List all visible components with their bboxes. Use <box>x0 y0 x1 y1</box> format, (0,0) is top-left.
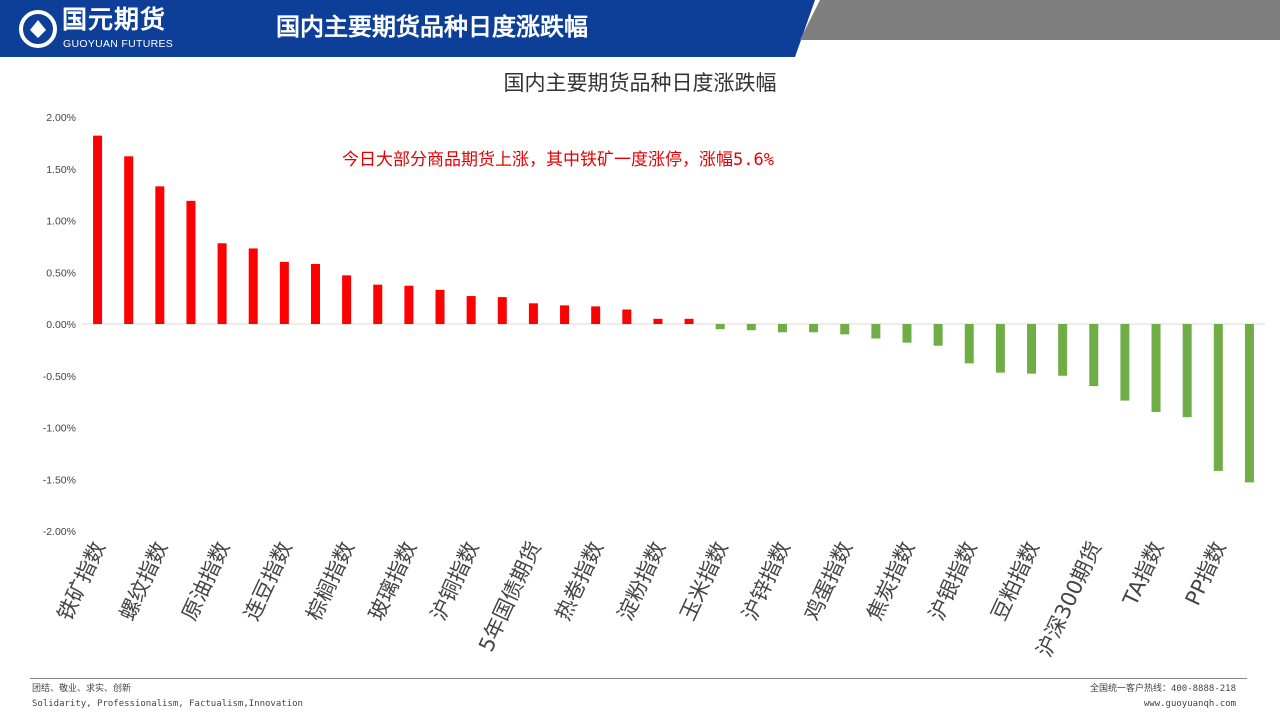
bar <box>1151 324 1161 412</box>
x-tick-label: 鸡蛋指数 <box>800 538 857 624</box>
bar <box>1213 324 1223 471</box>
bar <box>902 324 912 343</box>
logo-text-cn: 国元期货 <box>62 5 167 34</box>
bar <box>93 135 103 324</box>
footer-divider <box>30 678 1247 679</box>
chart-title: 国内主要期货品种日度涨跌幅 <box>503 71 777 95</box>
x-tick-label: 沪深300期货 <box>1032 538 1106 661</box>
x-tick-label: 铁矿指数 <box>53 538 110 624</box>
x-tick-label: 棕榈指数 <box>302 538 359 624</box>
bar <box>777 324 787 333</box>
bar <box>497 297 507 324</box>
x-tick-label: 连豆指数 <box>240 538 297 624</box>
bar <box>217 243 227 324</box>
x-tick-label: 豆粕指数 <box>987 538 1044 624</box>
bar <box>373 284 383 324</box>
bar <box>435 289 445 324</box>
x-tick-label: 焦炭指数 <box>862 538 919 624</box>
x-tick-label: 淀粉指数 <box>613 538 670 624</box>
bar <box>528 303 538 324</box>
x-tick-label: 沪锌指数 <box>738 538 795 624</box>
y-tick-label: 2.00% <box>46 112 76 124</box>
chart-annotation: 今日大部分商品期货上涨，其中铁矿一度涨停，涨幅5.6% <box>342 150 774 170</box>
bar <box>248 248 258 324</box>
y-tick-label: -1.50% <box>43 474 76 486</box>
x-tick-label: TA指数 <box>1118 538 1169 610</box>
logo-text-en: GUOYUAN FUTURES <box>63 38 174 50</box>
bar <box>560 305 570 324</box>
x-tick-label: PP指数 <box>1181 538 1231 609</box>
bar <box>933 324 943 346</box>
bar <box>746 324 756 331</box>
bar <box>840 324 850 335</box>
x-tick-label: 沪银指数 <box>925 538 982 624</box>
x-tick-label: 玉米指数 <box>675 538 732 624</box>
x-tick-label: 热卷指数 <box>551 538 608 624</box>
bar <box>1244 324 1254 483</box>
x-tick-label: 原油指数 <box>177 538 234 624</box>
bar <box>1089 324 1099 387</box>
footer-hotline: 全国统一客户热线：400-8888-218 <box>1089 684 1236 694</box>
bar <box>871 324 881 339</box>
x-tick-label: 螺纹指数 <box>115 538 172 624</box>
bar <box>155 186 165 324</box>
page-title: 国内主要期货品种日度涨跌幅 <box>276 13 588 41</box>
footer-motto-en: Solidarity, Professionalism, Factualism,… <box>32 699 303 709</box>
y-tick-label: 1.50% <box>46 164 76 176</box>
bar <box>404 285 414 324</box>
header-banner <box>0 0 1280 57</box>
bar <box>684 318 694 324</box>
footer-motto-cn: 团结、敬业、求实、创新 <box>32 684 132 694</box>
x-tick-label: 5年国债期货 <box>474 538 546 655</box>
y-tick-label: -1.00% <box>43 423 76 435</box>
bar <box>591 306 601 324</box>
bar-chart: 2.00% 1.50% 1.00% 0.50% 0.00% -0.50% -1.00% -1.… <box>43 112 1265 661</box>
bar <box>995 324 1005 373</box>
y-tick-label: -0.50% <box>43 371 76 383</box>
bar <box>809 324 819 333</box>
bar <box>310 263 320 324</box>
bar <box>1120 324 1130 401</box>
footer-website: www.guoyuanqh.com <box>1143 699 1236 709</box>
y-tick-label: 1.00% <box>46 216 76 228</box>
bar <box>342 275 352 324</box>
bar <box>186 200 196 324</box>
bar <box>1182 324 1192 418</box>
bar <box>622 309 632 324</box>
bar <box>466 296 476 324</box>
x-tick-label: 沪铜指数 <box>426 538 483 624</box>
bar <box>653 318 663 324</box>
bar <box>1058 324 1068 376</box>
y-tick-label: 0.00% <box>46 319 76 331</box>
bar <box>124 156 134 324</box>
bar <box>279 261 289 324</box>
y-tick-label: 0.50% <box>46 267 76 279</box>
bar <box>964 324 974 364</box>
logo-icon <box>19 10 57 48</box>
bar <box>1027 324 1037 374</box>
y-tick-label: -2.00% <box>43 526 76 538</box>
x-tick-label: 玻璃指数 <box>364 538 421 624</box>
bar <box>715 324 725 330</box>
